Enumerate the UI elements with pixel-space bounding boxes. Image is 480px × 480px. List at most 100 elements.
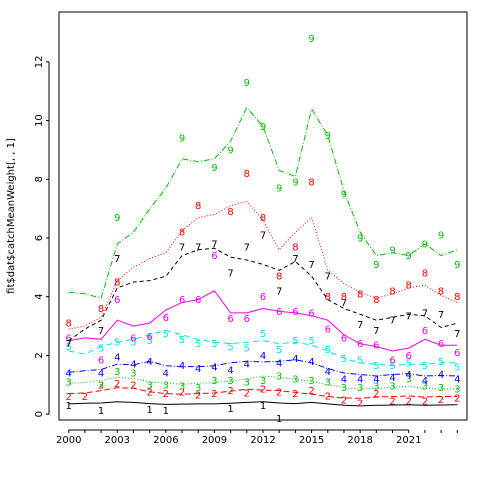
series-5-point: 5 <box>276 345 282 356</box>
series-6-point: 6 <box>98 355 104 366</box>
series-3-point: 3 <box>114 367 120 378</box>
series-2-point: 2 <box>98 380 104 391</box>
series-6-point: 6 <box>195 295 201 306</box>
series-8-point: 8 <box>325 292 331 303</box>
series-7-point: 7 <box>227 269 233 280</box>
series-2-point: 2 <box>276 388 282 399</box>
series-7-point: 7 <box>260 231 266 242</box>
series-5-point: 5 <box>227 342 233 353</box>
series-2-point: 2 <box>227 386 233 397</box>
series-2-point: 2 <box>195 391 201 402</box>
series-6-point: 6 <box>130 333 136 344</box>
x-tick-label: 2015 <box>299 435 324 446</box>
y-axis: 0 2 4 6 8 10 12 <box>34 56 50 417</box>
series-3-point: 3 <box>454 385 460 396</box>
series-6-point: 6 <box>179 295 185 306</box>
series-9-point: 9 <box>389 245 395 256</box>
series-8-point: 8 <box>292 242 298 253</box>
series-9-point: 9 <box>422 239 428 250</box>
series-6-point: 6 <box>454 348 460 359</box>
series-5-point: 5 <box>341 354 347 365</box>
series-8-point: 8 <box>454 292 460 303</box>
series-9-point: 9 <box>325 131 331 142</box>
x-tick-label: 2006 <box>153 435 178 446</box>
series-8-point: 8 <box>406 280 412 291</box>
y-tick-label: 6 <box>34 235 45 241</box>
series-5-point: 5 <box>292 336 298 347</box>
series-3-point: 3 <box>130 369 136 380</box>
series-6-point: 6 <box>114 295 120 306</box>
series-6-point: 6 <box>244 314 250 325</box>
series-5-point: 5 <box>146 336 152 347</box>
series-8-point: 8 <box>195 201 201 212</box>
series-6-point: 6 <box>422 326 428 337</box>
series-4-point: 4 <box>146 357 152 368</box>
series-8-point: 8 <box>179 228 185 239</box>
series-5-point: 5 <box>130 338 136 349</box>
series-8-point: 8 <box>114 278 120 289</box>
series-4-point: 4 <box>276 358 282 369</box>
y-tick-label: 4 <box>34 294 45 300</box>
x-tick-label: 2012 <box>250 435 275 446</box>
series-7-point: 7 <box>276 286 282 297</box>
x-tick-label: 2003 <box>105 435 130 446</box>
series-3-point: 3 <box>308 376 314 387</box>
series-7-line <box>68 247 458 342</box>
series-3-point: 3 <box>179 382 185 393</box>
series-5-point: 5 <box>357 355 363 366</box>
series-3-point: 3 <box>406 374 412 385</box>
series-9-point: 9 <box>438 231 444 242</box>
series-2-point: 2 <box>66 392 72 403</box>
series-5-point: 5 <box>325 345 331 356</box>
series-1-point: 1 <box>276 414 282 425</box>
series-5-point: 5 <box>406 358 412 369</box>
series-5-point: 5 <box>163 329 169 340</box>
series-5-point: 5 <box>66 342 72 353</box>
series-1-point: 1 <box>227 404 233 415</box>
series-2-point: 2 <box>308 386 314 397</box>
series-7-point: 7 <box>308 260 314 271</box>
series-4-point: 4 <box>114 352 120 363</box>
series-9-point: 9 <box>341 189 347 200</box>
series-2-point: 2 <box>454 393 460 404</box>
series-8-point: 8 <box>98 304 104 315</box>
series-5-point: 5 <box>179 335 185 346</box>
series-8-point: 8 <box>438 286 444 297</box>
series-8-point: 8 <box>389 286 395 297</box>
series-9-line <box>68 106 458 299</box>
series-7-point: 7 <box>357 320 363 331</box>
series-2-point: 2 <box>422 396 428 407</box>
series-2: 2 22 2 22 2 2 2 2 2 2 2 2 2 2 2 2 222 2 2 2 2 <box>66 379 461 410</box>
series-2-point: 2 <box>211 389 217 400</box>
x-axis: 2000 2003 2006 2009 2012 2015 2018 2021 <box>56 429 458 446</box>
series-5-point: 5 <box>373 361 379 372</box>
series-1-point: 1 <box>66 401 72 412</box>
series-7-point: 7 <box>325 272 331 283</box>
x-tick-label: 2009 <box>202 435 227 446</box>
series-4-point: 4 <box>244 360 250 371</box>
series-9-point: 9 <box>260 122 266 133</box>
series-5-point: 5 <box>422 361 428 372</box>
series-3-point: 3 <box>146 380 152 391</box>
series-4-point: 4 <box>438 370 444 381</box>
series-1: 1 1 1 1 1 11 <box>66 401 458 425</box>
series-4-point: 4 <box>260 351 266 362</box>
series-5-point: 5 <box>211 339 217 350</box>
series-7-point: 7 <box>179 242 185 253</box>
series-9-point: 9 <box>308 34 314 45</box>
series-5-point: 5 <box>98 344 104 355</box>
series-4-point: 4 <box>341 374 347 385</box>
series-2-point: 2 <box>341 396 347 407</box>
series-7-point: 7 <box>341 298 347 309</box>
series-6-point: 6 <box>227 314 233 325</box>
y-tick-label: 8 <box>34 176 45 182</box>
series-5-point: 5 <box>195 339 201 350</box>
series-2-point: 2 <box>146 388 152 399</box>
series-6-point: 6 <box>357 339 363 350</box>
series-1-point: 1 <box>98 406 104 417</box>
series-2-point: 2 <box>292 389 298 400</box>
x-tick-label: 2000 <box>56 435 81 446</box>
series-2-point: 2 <box>389 396 395 407</box>
